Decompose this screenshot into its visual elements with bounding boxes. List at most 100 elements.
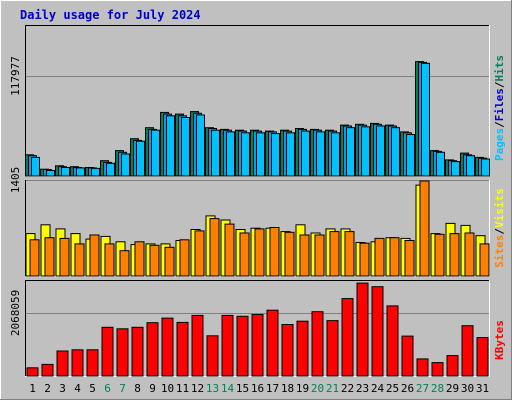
bar-kbytes-day-14: [221, 314, 234, 377]
bar-sites-day-28: [434, 233, 445, 277]
bar-pages-day-4: [76, 167, 85, 177]
bar-pages-day-16: [256, 132, 265, 177]
bar-kbytes-day-8: [131, 326, 144, 377]
bar-pages-day-30: [466, 155, 475, 177]
bar-sites-day-19: [299, 234, 310, 277]
x-tick-label-day-13: 13: [206, 382, 219, 395]
bar-sites-day-15: [239, 232, 250, 277]
bar-pages-day-27: [421, 62, 430, 177]
x-tick-label-day-24: 24: [371, 382, 385, 395]
bar-pages-day-25: [391, 127, 400, 177]
bar-sites-day-1: [29, 239, 40, 277]
bar-sites-day-2: [44, 237, 55, 277]
bar-kbytes-day-27: [416, 358, 429, 377]
bar-kbytes-day-19: [296, 320, 309, 377]
bar-pages-day-26: [406, 134, 415, 177]
bar-pages-day-19: [301, 130, 310, 177]
bar-sites-day-10: [164, 246, 175, 277]
bar-kbytes-day-24: [371, 286, 384, 377]
bar-pages-day-12: [196, 114, 205, 177]
bar-kbytes-day-9: [146, 322, 159, 377]
bar-pages-day-22: [346, 127, 355, 177]
legend-item-0: Sites: [493, 235, 506, 268]
legend-visits-sites: Sites/Visits: [493, 188, 506, 268]
bar-kbytes-day-16: [251, 314, 264, 377]
x-tick-label-day-26: 26: [401, 382, 414, 395]
bar-sites-day-23: [359, 242, 370, 277]
x-tick-label-day-29: 29: [446, 382, 459, 395]
bar-sites-day-25: [389, 237, 400, 277]
bar-pages-day-13: [211, 129, 220, 177]
bar-kbytes-day-4: [71, 349, 84, 377]
x-tick-label-day-16: 16: [251, 382, 264, 395]
x-tick-label-day-8: 8: [134, 382, 141, 395]
bar-pages-day-6: [106, 162, 115, 177]
bar-sites-day-24: [374, 237, 385, 277]
x-tick-label-day-20: 20: [311, 382, 324, 395]
x-tick-label-day-18: 18: [281, 382, 294, 395]
legend-item-2: Visits: [493, 188, 506, 228]
bar-sites-day-18: [284, 231, 295, 277]
panel-hits-files-pages: 117977 Pages/Files/Hits: [9, 25, 506, 177]
x-tick-label-day-25: 25: [386, 382, 399, 395]
bar-sites-day-16: [254, 228, 265, 277]
x-tick-label-day-31: 31: [476, 382, 489, 395]
legend-hits-files-pages: Pages/Files/Hits: [493, 55, 506, 161]
bar-sites-day-4: [74, 243, 85, 277]
bar-kbytes-day-1: [26, 367, 39, 377]
bar-kbytes-day-11: [176, 321, 189, 377]
bar-kbytes-day-22: [341, 298, 354, 377]
x-tick-label-day-1: 1: [29, 382, 36, 395]
bar-pages-day-7: [121, 153, 130, 177]
bar-sites-day-27: [419, 180, 430, 277]
legend-item-4: Hits: [493, 55, 506, 82]
bar-kbytes-day-30: [461, 325, 474, 377]
bar-pages-day-18: [286, 132, 295, 177]
bar-kbytes-day-3: [56, 350, 69, 377]
bar-pages-day-21: [331, 132, 340, 177]
bar-kbytes-day-25: [386, 305, 399, 377]
x-tick-label-day-3: 3: [59, 382, 66, 395]
bar-kbytes-day-28: [431, 362, 444, 377]
x-axis-labels: 1 2 3 4 5 6 7 8 9 10 11 12 13 14 15 16 17 18 19 20 21 22 23 24 2…: [29, 382, 489, 395]
bar-kbytes-day-21: [326, 320, 339, 377]
bar-pages-day-23: [361, 126, 370, 177]
bar-pages-day-5: [91, 167, 100, 177]
x-tick-label-day-9: 9: [149, 382, 156, 395]
bar-pages-day-20: [316, 131, 325, 177]
bar-kbytes-day-10: [161, 317, 174, 377]
x-tick-label-day-5: 5: [89, 382, 96, 395]
x-tick-label-day-14: 14: [221, 382, 235, 395]
bar-sites-day-11: [179, 239, 190, 277]
bar-sites-day-5: [89, 234, 100, 277]
bar-kbytes-day-12: [191, 314, 204, 377]
legend-item-2: Files: [493, 88, 506, 121]
bar-sites-day-17: [269, 227, 280, 277]
x-tick-label-day-19: 19: [296, 382, 309, 395]
bar-pages-day-17: [271, 133, 280, 177]
bar-pages-day-24: [376, 125, 385, 177]
x-tick-label-day-11: 11: [176, 382, 189, 395]
bar-kbytes-day-18: [281, 324, 294, 377]
bar-sites-day-6: [104, 243, 115, 277]
legend-item-3: /: [493, 81, 506, 88]
x-tick-label-day-7: 7: [119, 382, 126, 395]
bar-sites-day-13: [209, 218, 220, 277]
bar-kbytes-day-5: [86, 349, 99, 377]
legend-item-1: /: [493, 228, 506, 235]
x-tick-label-day-23: 23: [356, 382, 369, 395]
bar-sites-day-21: [329, 231, 340, 277]
y-tick-label: 1405: [9, 167, 22, 194]
bar-pages-day-14: [226, 131, 235, 177]
bar-pages-day-1: [31, 156, 40, 177]
bar-kbytes-day-26: [401, 335, 414, 377]
bar-pages-day-9: [151, 129, 160, 177]
bar-kbytes-day-6: [101, 326, 114, 377]
bar-sites-day-12: [194, 230, 205, 277]
bar-sites-day-8: [134, 241, 145, 277]
bar-sites-day-3: [59, 237, 70, 277]
y-tick-label: 117977: [9, 56, 22, 96]
x-tick-label-day-22: 22: [341, 382, 354, 395]
bar-pages-day-8: [136, 140, 145, 177]
bar-kbytes-day-2: [41, 363, 54, 377]
